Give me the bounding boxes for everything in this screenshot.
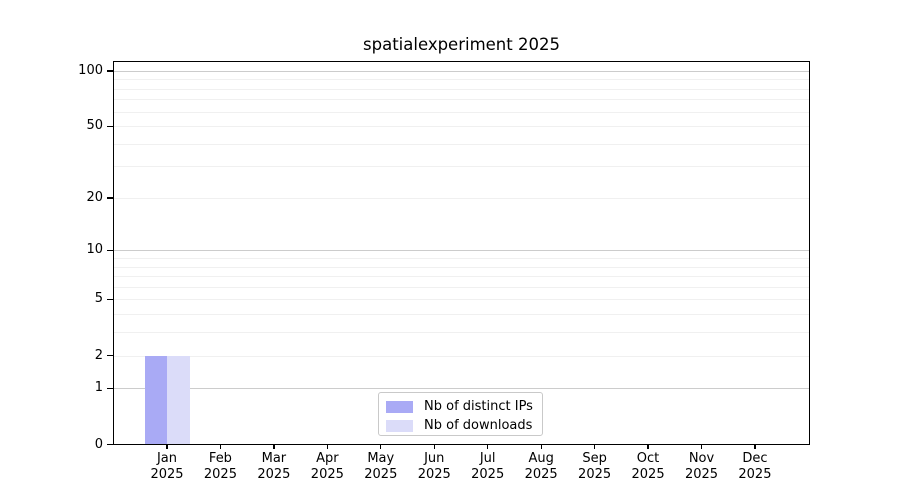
gridline-minor bbox=[114, 299, 809, 301]
y-tick-label: 0 bbox=[94, 436, 103, 452]
legend-swatch-distinct-ips bbox=[386, 401, 413, 413]
x-tick-label-year: 2025 bbox=[203, 467, 237, 482]
y-tick bbox=[107, 197, 113, 199]
x-tick-label-month: Apr bbox=[316, 451, 339, 466]
x-tick-label-month: Jun bbox=[424, 451, 445, 466]
x-tick bbox=[700, 444, 703, 449]
gridline-minor bbox=[114, 99, 809, 101]
gridline-minor bbox=[114, 266, 809, 268]
x-tick-label-month: Dec bbox=[742, 451, 768, 466]
bar-nb-of-downloads bbox=[167, 355, 190, 445]
x-tick bbox=[540, 444, 542, 449]
x-tick-label-year: 2025 bbox=[364, 467, 398, 482]
gridline-minor bbox=[114, 286, 809, 288]
x-tick bbox=[166, 444, 168, 449]
gridline-minor bbox=[114, 314, 809, 316]
chart-title: spatialexperiment 2025 bbox=[363, 35, 560, 54]
gridline-minor bbox=[114, 88, 809, 90]
x-tick-label-month: Jul bbox=[479, 451, 496, 466]
y-tick bbox=[107, 249, 113, 252]
y-tick bbox=[107, 125, 113, 127]
gridline-major bbox=[114, 388, 809, 390]
y-tick-label: 20 bbox=[86, 189, 103, 205]
x-tick-label-year: 2025 bbox=[417, 467, 451, 482]
x-tick bbox=[487, 444, 489, 449]
x-tick bbox=[594, 444, 596, 449]
gridline-minor bbox=[114, 111, 809, 113]
y-tick bbox=[107, 444, 113, 446]
gridline-minor bbox=[114, 79, 809, 81]
x-tick-label-month: Mar bbox=[261, 451, 287, 466]
legend-label-distinct-ips: Nb of distinct IPs bbox=[424, 399, 533, 414]
legend: Nb of distinct IPs Nb of downloads bbox=[378, 392, 543, 436]
gridline-major bbox=[114, 70, 809, 72]
gridline-minor bbox=[114, 276, 809, 278]
x-tick-label-year: 2025 bbox=[631, 467, 665, 482]
bar-nb-of-distinct-ips bbox=[144, 355, 167, 445]
x-tick bbox=[433, 444, 435, 449]
x-tick-label-month: May bbox=[367, 451, 395, 466]
y-tick bbox=[107, 355, 113, 357]
y-tick-label: 2 bbox=[94, 347, 103, 363]
x-tick-label-month: Feb bbox=[208, 451, 232, 466]
y-tick bbox=[107, 387, 113, 390]
x-tick bbox=[219, 444, 222, 449]
legend-label-downloads: Nb of downloads bbox=[424, 418, 533, 433]
gridline-minor bbox=[114, 197, 809, 199]
gridline-minor bbox=[114, 258, 809, 260]
x-tick-label-month: Nov bbox=[688, 451, 715, 466]
gridline-minor bbox=[114, 143, 809, 145]
y-tick-label: 50 bbox=[86, 118, 103, 134]
x-tick-label-year: 2025 bbox=[524, 467, 558, 482]
x-tick-label-year: 2025 bbox=[471, 467, 505, 482]
x-tick bbox=[754, 444, 756, 449]
gridline-minor bbox=[114, 166, 809, 168]
gridline-minor bbox=[114, 355, 809, 357]
x-tick-label-year: 2025 bbox=[578, 467, 612, 482]
x-tick-label-month: Aug bbox=[528, 451, 554, 466]
x-tick-label-month: Sep bbox=[582, 451, 607, 466]
x-tick bbox=[326, 444, 329, 449]
gridline-minor bbox=[114, 332, 809, 334]
x-tick-label-month: Jan bbox=[156, 451, 178, 466]
x-tick-label-year: 2025 bbox=[257, 467, 291, 482]
legend-item-distinct-ips: Nb of distinct IPs bbox=[386, 398, 534, 416]
x-tick-label-year: 2025 bbox=[684, 467, 719, 482]
y-tick-label: 100 bbox=[78, 62, 103, 78]
gridline-major bbox=[114, 250, 809, 252]
y-tick-label: 10 bbox=[86, 242, 103, 258]
y-tick-label: 1 bbox=[94, 380, 103, 396]
x-tick-label-year: 2025 bbox=[150, 467, 184, 482]
y-tick-label: 5 bbox=[94, 291, 103, 307]
legend-item-downloads: Nb of downloads bbox=[386, 417, 534, 435]
y-tick bbox=[107, 70, 113, 72]
y-tick bbox=[107, 298, 113, 301]
x-tick bbox=[647, 444, 649, 449]
gridline-minor bbox=[114, 126, 809, 128]
x-tick-label-year: 2025 bbox=[738, 467, 772, 482]
x-tick-label-month: Oct bbox=[636, 451, 660, 466]
x-tick bbox=[273, 444, 275, 449]
x-tick-label-year: 2025 bbox=[310, 467, 344, 482]
legend-swatch-downloads bbox=[386, 420, 413, 432]
x-tick bbox=[380, 444, 382, 449]
